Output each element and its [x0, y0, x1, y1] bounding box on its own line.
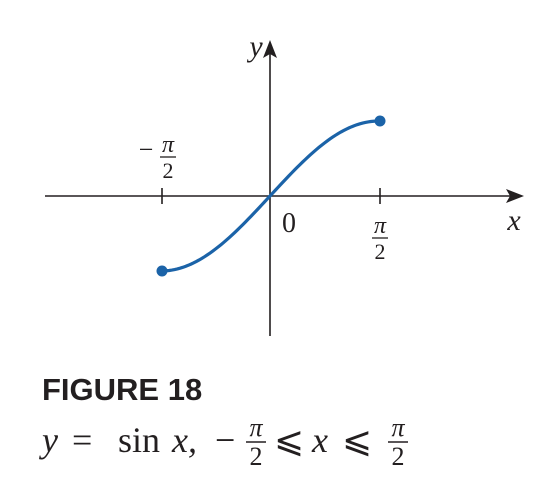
formula-eq: = — [72, 420, 92, 460]
tick-sign: − — [139, 135, 154, 164]
frac-numerator: π — [391, 413, 405, 442]
tick-numerator: π — [374, 213, 387, 239]
tick-denominator: 2 — [163, 158, 174, 183]
tick-denominator: 2 — [375, 239, 386, 264]
formula-x: x, — [171, 420, 197, 460]
frac-denominator: 2 — [250, 442, 263, 471]
sine-curve — [160, 119, 380, 273]
endpoint — [156, 265, 168, 277]
origin-label: 0 — [282, 208, 296, 239]
y-arrow — [263, 40, 277, 58]
y-label: y — [246, 30, 263, 63]
x-arrow — [506, 189, 524, 203]
formula-x: x — [311, 420, 328, 460]
formula-sin: sin — [118, 420, 160, 460]
formula-y: y — [39, 420, 58, 460]
frac-denominator: 2 — [392, 442, 405, 471]
tick-numerator: π — [162, 132, 175, 158]
formula-le: ⩽ — [274, 420, 304, 460]
formula-minus: − — [215, 420, 235, 460]
x-label: x — [506, 204, 521, 237]
formula-le: ⩽ — [342, 420, 372, 460]
endpoint — [374, 115, 386, 127]
frac-numerator: π — [249, 413, 263, 442]
caption-title: FIGURE 18 — [42, 372, 202, 407]
